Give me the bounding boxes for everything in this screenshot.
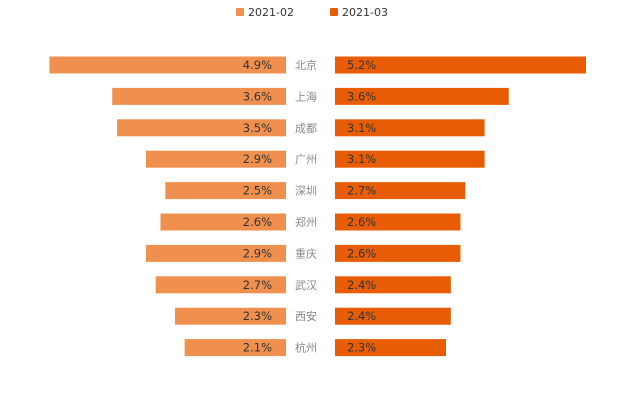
value-label-2021-03: 2.6% (347, 246, 376, 260)
category-label: 广州 (295, 153, 317, 166)
value-label-2021-03: 2.4% (347, 309, 376, 323)
legend-swatch-2 (330, 8, 338, 16)
value-label-2021-03: 5.2% (347, 58, 376, 72)
bar-2021-02 (165, 182, 286, 200)
bar-2021-02 (174, 307, 286, 325)
value-label-2021-02: 2.3% (243, 309, 272, 323)
bar-2021-02 (112, 87, 286, 105)
category-label: 杭州 (295, 341, 317, 355)
value-label-2021-03: 2.6% (347, 215, 376, 229)
bar-2021-03 (335, 276, 451, 294)
value-label-2021-02: 2.1% (243, 341, 272, 355)
category-label: 成都 (295, 122, 317, 135)
bar-2021-03 (335, 182, 466, 200)
bar-2021-03 (335, 87, 509, 105)
bar-2021-03 (335, 119, 485, 137)
value-label-2021-02: 2.6% (243, 215, 272, 229)
value-label-2021-02: 4.9% (243, 58, 272, 72)
category-label: 重庆 (295, 246, 317, 260)
bar-2021-02 (146, 244, 286, 262)
bar-2021-02 (49, 56, 286, 74)
value-label-2021-02: 2.9% (243, 152, 272, 166)
bar-2021-02 (146, 150, 286, 168)
value-label-2021-02: 2.5% (243, 184, 272, 198)
bar-2021-03 (335, 213, 461, 231)
legend-label-1: 2021-02 (248, 6, 294, 19)
value-label-2021-03: 3.1% (347, 152, 376, 166)
bar-2021-02 (117, 119, 286, 137)
category-label: 上海 (295, 89, 317, 103)
value-label-2021-02: 3.6% (243, 89, 272, 103)
legend-swatch-1 (236, 8, 244, 16)
series-2021-03: 5.2% 3.6% 3.1% 3.1% 2.7% 2.6% 2.6% 2.4% 2.4% 2.3% (335, 56, 586, 357)
legend-label-2: 2021-03 (342, 6, 388, 19)
bar-2021-03 (335, 339, 447, 357)
category-label: 深圳 (295, 185, 317, 198)
category-label: 武汉 (295, 279, 317, 292)
value-label-2021-03: 2.4% (347, 278, 376, 292)
value-label-2021-03: 2.7% (347, 184, 376, 198)
category-label: 郑州 (295, 215, 317, 229)
value-label-2021-03: 3.1% (347, 121, 376, 135)
bar-2021-03 (335, 244, 461, 262)
bar-2021-03 (335, 56, 586, 74)
value-label-2021-03: 2.3% (347, 341, 376, 355)
value-label-2021-02: 3.5% (243, 121, 272, 135)
bar-2021-03 (335, 150, 485, 168)
value-label-2021-02: 2.7% (243, 278, 272, 292)
series-2021-02: 4.9% 3.6% 3.5% 2.9% 2.5% 2.6% 2.9% 2.7% 2.3% 2.1% (49, 56, 286, 357)
legend: 2021-02 2021-03 (236, 6, 388, 19)
bar-2021-02 (160, 213, 286, 231)
value-label-2021-03: 3.6% (347, 89, 376, 103)
value-label-2021-02: 2.9% (243, 246, 272, 260)
bar-2021-03 (335, 307, 451, 325)
bar-2021-02 (155, 276, 286, 294)
category-label: 西安 (295, 309, 317, 323)
category-label: 北京 (295, 58, 317, 72)
bar-2021-02 (184, 339, 286, 357)
